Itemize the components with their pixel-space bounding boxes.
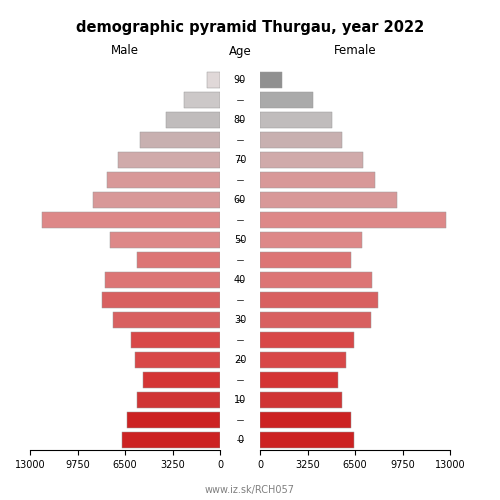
Text: demographic pyramid Thurgau, year 2022: demographic pyramid Thurgau, year 2022 bbox=[76, 20, 424, 35]
Bar bbox=[114, 312, 220, 328]
Bar bbox=[260, 412, 352, 428]
Text: 40: 40 bbox=[234, 275, 246, 285]
Bar bbox=[102, 292, 220, 308]
Bar bbox=[127, 412, 220, 428]
Bar bbox=[260, 292, 378, 308]
Bar bbox=[144, 372, 220, 388]
Text: 30: 30 bbox=[234, 315, 246, 325]
Bar bbox=[260, 72, 282, 88]
Bar bbox=[260, 272, 372, 288]
Bar bbox=[110, 232, 220, 248]
Bar bbox=[93, 192, 220, 208]
Bar bbox=[260, 232, 362, 248]
Text: Age: Age bbox=[228, 44, 252, 58]
Bar bbox=[135, 352, 220, 368]
Bar bbox=[260, 332, 354, 348]
Text: Female: Female bbox=[334, 44, 376, 58]
Bar bbox=[166, 112, 220, 128]
Bar bbox=[138, 252, 220, 268]
Text: 20: 20 bbox=[234, 355, 246, 365]
Text: 0: 0 bbox=[237, 435, 243, 445]
Bar bbox=[131, 332, 220, 348]
Bar bbox=[122, 432, 220, 448]
Bar bbox=[207, 72, 220, 88]
Bar bbox=[260, 252, 350, 268]
Text: 90: 90 bbox=[234, 75, 246, 85]
Text: 60: 60 bbox=[234, 195, 246, 205]
Bar bbox=[260, 372, 338, 388]
Bar bbox=[42, 212, 220, 228]
Text: 70: 70 bbox=[234, 155, 246, 165]
Text: 80: 80 bbox=[234, 115, 246, 125]
Bar bbox=[106, 172, 220, 188]
Text: Male: Male bbox=[111, 44, 139, 58]
Text: 50: 50 bbox=[234, 235, 246, 245]
Bar bbox=[260, 132, 342, 148]
Bar bbox=[118, 152, 220, 168]
Text: 10: 10 bbox=[234, 395, 246, 405]
Bar bbox=[260, 192, 398, 208]
Bar bbox=[260, 212, 446, 228]
Bar bbox=[260, 392, 342, 408]
Bar bbox=[140, 132, 220, 148]
Bar bbox=[184, 92, 220, 108]
Bar bbox=[260, 152, 363, 168]
Bar bbox=[104, 272, 220, 288]
Text: www.iz.sk/RCH057: www.iz.sk/RCH057 bbox=[205, 485, 295, 495]
Bar bbox=[260, 92, 314, 108]
Bar bbox=[260, 112, 332, 128]
Bar bbox=[260, 172, 374, 188]
Bar bbox=[260, 352, 346, 368]
Bar bbox=[260, 432, 354, 448]
Bar bbox=[260, 312, 371, 328]
Bar bbox=[138, 392, 220, 408]
